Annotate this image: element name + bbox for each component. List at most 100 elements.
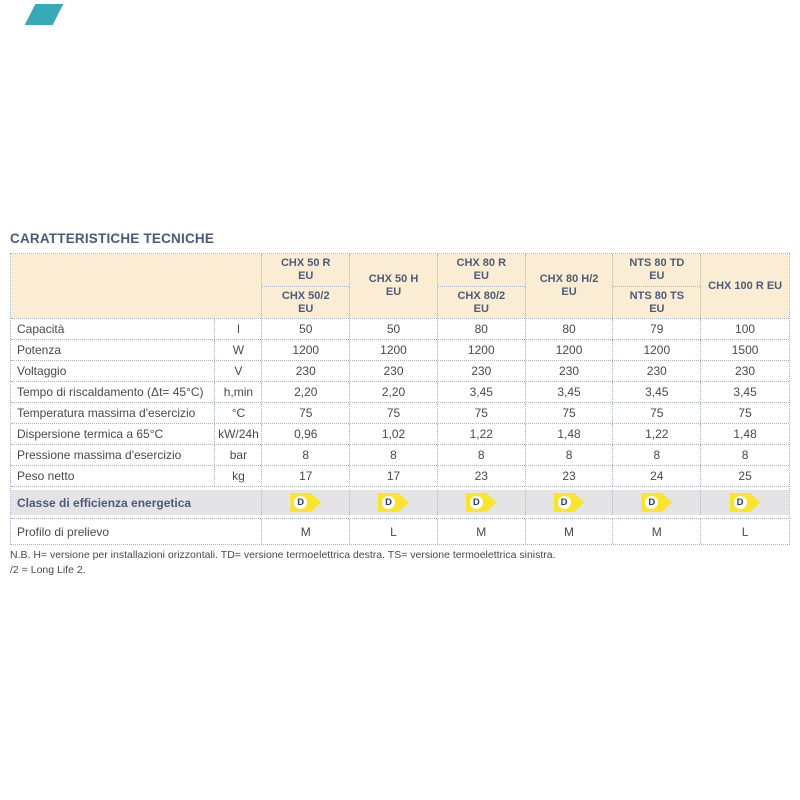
- row-value: 75: [738, 406, 752, 420]
- row-value: 3,45: [733, 385, 757, 399]
- row-label: Temperatura massima d'esercizio: [11, 403, 216, 423]
- table-row: Capacità l 50 50 80 80 79 100: [11, 318, 789, 339]
- row-value: 50: [262, 319, 351, 339]
- table-row: Voltaggio V 230 230 230 230 230 230: [11, 360, 789, 381]
- row-value: 1,02: [350, 424, 438, 444]
- header-model: CHX 50 H EU: [368, 273, 419, 298]
- header-column-group-3: CHX 80 R EU CHX 80/2 EU: [437, 254, 526, 318]
- row-value: 8: [350, 445, 438, 465]
- row-label: Potenza: [11, 340, 216, 360]
- row-value: 1200: [262, 340, 351, 360]
- row-value: 230: [262, 361, 351, 381]
- header-model-bottom: CHX 80/2 EU: [437, 286, 525, 318]
- energy-class-letter: D: [557, 496, 571, 509]
- table-row: Dispersione termica a 65°C kW/24h 0,96 1,02…: [11, 423, 789, 444]
- corner-accent-shape: [24, 4, 64, 25]
- energy-class-row-wrap: Classe di efficienza energetica D D D D D D: [11, 486, 789, 518]
- row-label: Tempo di riscaldamento (Δt= 45°C): [11, 382, 216, 402]
- row-value: 2,20: [262, 382, 351, 402]
- header-model: CHX 80 H/2 EU: [539, 273, 599, 298]
- header-corner-cell: [11, 254, 263, 318]
- table-row: Temperatura massima d'esercizio °C 75 75 75 7…: [11, 402, 789, 423]
- row-value: 1,48: [526, 424, 614, 444]
- row-value: 17: [262, 466, 351, 486]
- row-value: 8: [613, 445, 702, 465]
- row-value: 1,48: [733, 427, 757, 441]
- energy-class-label: Classe di efficienza energetica: [11, 490, 263, 515]
- energy-class-cell: D: [262, 490, 351, 515]
- energy-class-badge: D: [729, 493, 761, 512]
- row-label: Dispersione termica a 65°C: [11, 424, 216, 444]
- energy-class-badge: D: [378, 493, 409, 512]
- row-unit: °C: [215, 403, 263, 423]
- energy-class-cell: D: [350, 490, 438, 515]
- header-column-group-6: CHX 100 R EU: [701, 254, 789, 318]
- row-unit: h,min: [215, 382, 263, 402]
- row-value: 230: [438, 361, 526, 381]
- header-model: CHX 100 R EU: [708, 279, 783, 292]
- table-row: Potenza W 1200 1200 1200 1200 1200 1500: [11, 339, 789, 360]
- energy-class-cell: D: [701, 490, 789, 515]
- energy-class-letter: D: [469, 496, 483, 509]
- energy-class-badge: D: [553, 493, 585, 512]
- row-value: 1200: [526, 340, 614, 360]
- energy-class-letter: D: [382, 496, 395, 509]
- row-value: 0,96: [262, 424, 351, 444]
- row-value: 230: [350, 361, 438, 381]
- header-row: CHX 50 R EU CHX 50/2 EU CHX 50 H EU CHX 80 …: [11, 254, 789, 318]
- energy-class-cell: D: [438, 490, 526, 515]
- table-row: Peso netto kg 17 17 23 23 24 25: [11, 465, 789, 486]
- row-value: 23: [526, 466, 614, 486]
- row-value: 1,22: [438, 424, 526, 444]
- row-label: Peso netto: [11, 466, 216, 486]
- profile-value: M: [613, 519, 702, 544]
- row-value: 75: [262, 403, 351, 423]
- profile-value: M: [262, 519, 351, 544]
- row-value: 50: [350, 319, 438, 339]
- row-value: 80: [526, 319, 614, 339]
- row-value: 24: [613, 466, 702, 486]
- page-title: CARATTERISTICHE TECNICHE: [10, 231, 215, 246]
- energy-class-cell: D: [526, 490, 614, 515]
- row-value: 3,45: [438, 382, 526, 402]
- table-row: Tempo di riscaldamento (Δt= 45°C) h,min 2,…: [11, 381, 789, 402]
- row-value: 1200: [613, 340, 702, 360]
- table-body: Capacità l 50 50 80 80 79 100 Potenza W 1200 1200 12…: [11, 318, 789, 486]
- row-value: 80: [438, 319, 526, 339]
- header-model-bottom: NTS 80 TS EU: [613, 286, 701, 318]
- row-value: 75: [350, 403, 438, 423]
- row-value: 75: [526, 403, 614, 423]
- row-value: 75: [438, 403, 526, 423]
- row-value: 3,45: [526, 382, 614, 402]
- energy-class-badge: D: [465, 493, 497, 512]
- energy-class-letter: D: [733, 496, 747, 509]
- row-value: 230: [526, 361, 614, 381]
- row-value: 25: [738, 469, 752, 483]
- row-unit: kg: [215, 466, 263, 486]
- row-value: 1200: [350, 340, 438, 360]
- energy-class-letter: D: [645, 496, 659, 509]
- row-unit: V: [215, 361, 263, 381]
- row-unit: W: [215, 340, 263, 360]
- energy-class-cell: D: [613, 490, 702, 515]
- profile-value: M: [526, 519, 614, 544]
- energy-class-badge: D: [290, 493, 322, 512]
- row-value: 3,45: [613, 382, 702, 402]
- profile-label: Profilo di prelievo: [11, 519, 263, 544]
- header-column-group-2: CHX 50 H EU: [350, 254, 438, 318]
- row-value: 1200: [438, 340, 526, 360]
- row-value: 17: [350, 466, 438, 486]
- footnote-line-1: N.B. H= versione per installazioni orizz…: [10, 549, 556, 561]
- row-label: Voltaggio: [11, 361, 216, 381]
- row-unit: l: [215, 319, 263, 339]
- row-value: 100: [735, 322, 756, 336]
- profile-value: M: [438, 519, 526, 544]
- energy-class-badge: D: [641, 493, 673, 512]
- row-value: 8: [741, 448, 749, 462]
- row-value: 8: [262, 445, 351, 465]
- header-model-top: NTS 80 TD EU: [629, 257, 685, 282]
- row-value: 2,20: [350, 382, 438, 402]
- footnote: N.B. H= versione per installazioni orizz…: [10, 548, 556, 578]
